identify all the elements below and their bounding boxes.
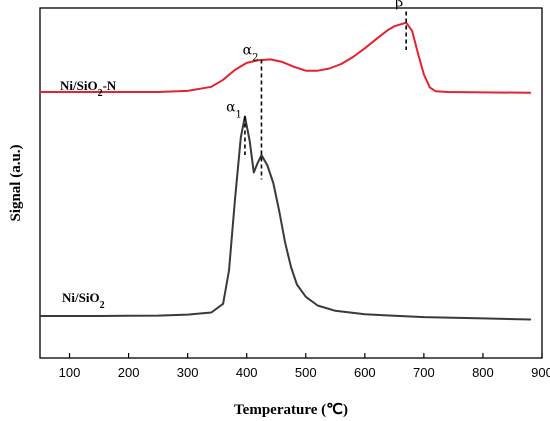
- y-axis-title: Signal (a.u.): [8, 144, 24, 221]
- peak-label: β: [395, 0, 403, 11]
- x-axis-title: Temperature (℃): [234, 402, 348, 418]
- peak-label: α2: [243, 42, 259, 63]
- x-tick-label: 900: [531, 365, 550, 380]
- series-line-ni-sio2: [39, 115, 532, 321]
- peak-annotations: α1 α2 β: [226, 0, 407, 180]
- series-line-ni-sio2-n: [39, 21, 532, 94]
- x-tick-label: 200: [118, 365, 140, 380]
- x-tick-label: 100: [59, 365, 81, 380]
- plot-frame: [39, 7, 543, 359]
- series-lines: [39, 21, 532, 321]
- x-tick-label: 300: [177, 365, 199, 380]
- x-tick-label: 500: [295, 365, 317, 380]
- x-tick-label: 600: [354, 365, 376, 380]
- x-axis-ticks: 100 200 300 400 500 600 700 800 900: [59, 353, 550, 380]
- x-tick-label: 400: [236, 365, 258, 380]
- x-tick-label: 800: [472, 365, 494, 380]
- x-tick-label: 700: [413, 365, 435, 380]
- peak-label: α1: [226, 100, 242, 121]
- series-label-ni-sio2-n: Ni/SiO2-N: [60, 78, 117, 99]
- series-label-ni-sio2: Ni/SiO2: [62, 290, 105, 311]
